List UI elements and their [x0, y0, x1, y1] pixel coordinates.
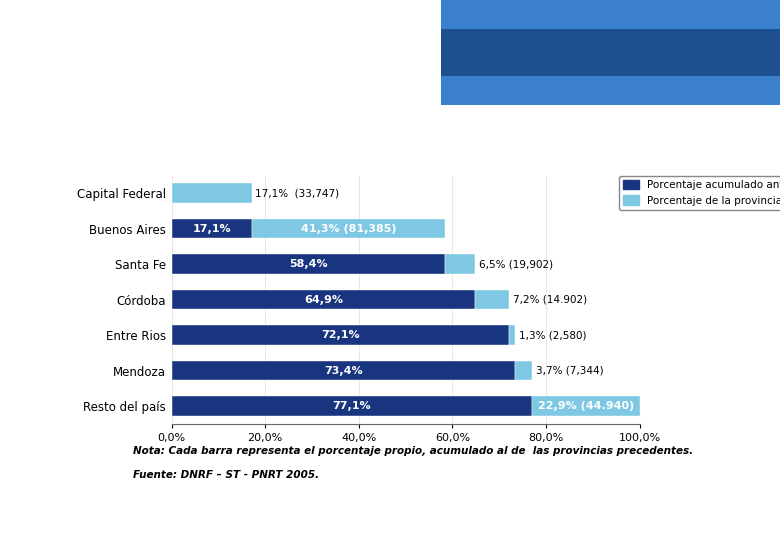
Text: 6,5% (19,902): 6,5% (19,902): [479, 259, 553, 269]
Text: 17,1%: 17,1%: [193, 224, 231, 234]
Bar: [172, 254, 445, 274]
Text: 64,9%: 64,9%: [304, 295, 343, 305]
Text: 15: 15: [23, 518, 43, 532]
Text: 41,3% (81,385): 41,3% (81,385): [300, 224, 396, 234]
Bar: [441, 76, 780, 105]
Text: 72,1%: 72,1%: [321, 330, 360, 340]
Bar: [515, 361, 533, 380]
Bar: [172, 361, 515, 380]
Bar: [172, 396, 533, 416]
Bar: [172, 219, 252, 239]
Text: Fuente: DNRF – ST - PNRT 2005.: Fuente: DNRF – ST - PNRT 2005.: [133, 470, 319, 480]
Bar: [252, 219, 445, 239]
Bar: [441, 30, 780, 76]
Bar: [509, 326, 515, 345]
Text: 58,4%: 58,4%: [289, 259, 328, 269]
Bar: [533, 396, 640, 416]
Text: 22,9% (44.940): 22,9% (44.940): [538, 401, 634, 411]
Text: Nota: Cada barra representa el porcentaje propio, acumulado al de  las provincia: Nota: Cada barra representa el porcentaj…: [133, 446, 693, 456]
Bar: [172, 290, 475, 309]
Text: 73,4%: 73,4%: [324, 366, 363, 376]
Text: 77,1%: 77,1%: [333, 401, 371, 411]
Text: Una proporción importante (77,1%) del total de
las metas será cubierta por las f: Una proporción importante (77,1%) del to…: [78, 22, 487, 80]
Text: 1,3% (2,580): 1,3% (2,580): [519, 330, 587, 340]
Text: 3,7% (7,344): 3,7% (7,344): [536, 366, 604, 376]
Bar: [475, 290, 509, 309]
Bar: [172, 326, 509, 345]
Bar: [441, 0, 780, 30]
Legend: Porcentaje acumulado anterior, Porcentaje de la provincia: Porcentaje acumulado anterior, Porcentaj…: [619, 176, 780, 210]
Text: 7,2% (14.902): 7,2% (14.902): [512, 295, 587, 305]
Text: 17,1%  (33,747): 17,1% (33,747): [255, 188, 339, 198]
Bar: [445, 254, 475, 274]
Bar: [172, 184, 252, 203]
